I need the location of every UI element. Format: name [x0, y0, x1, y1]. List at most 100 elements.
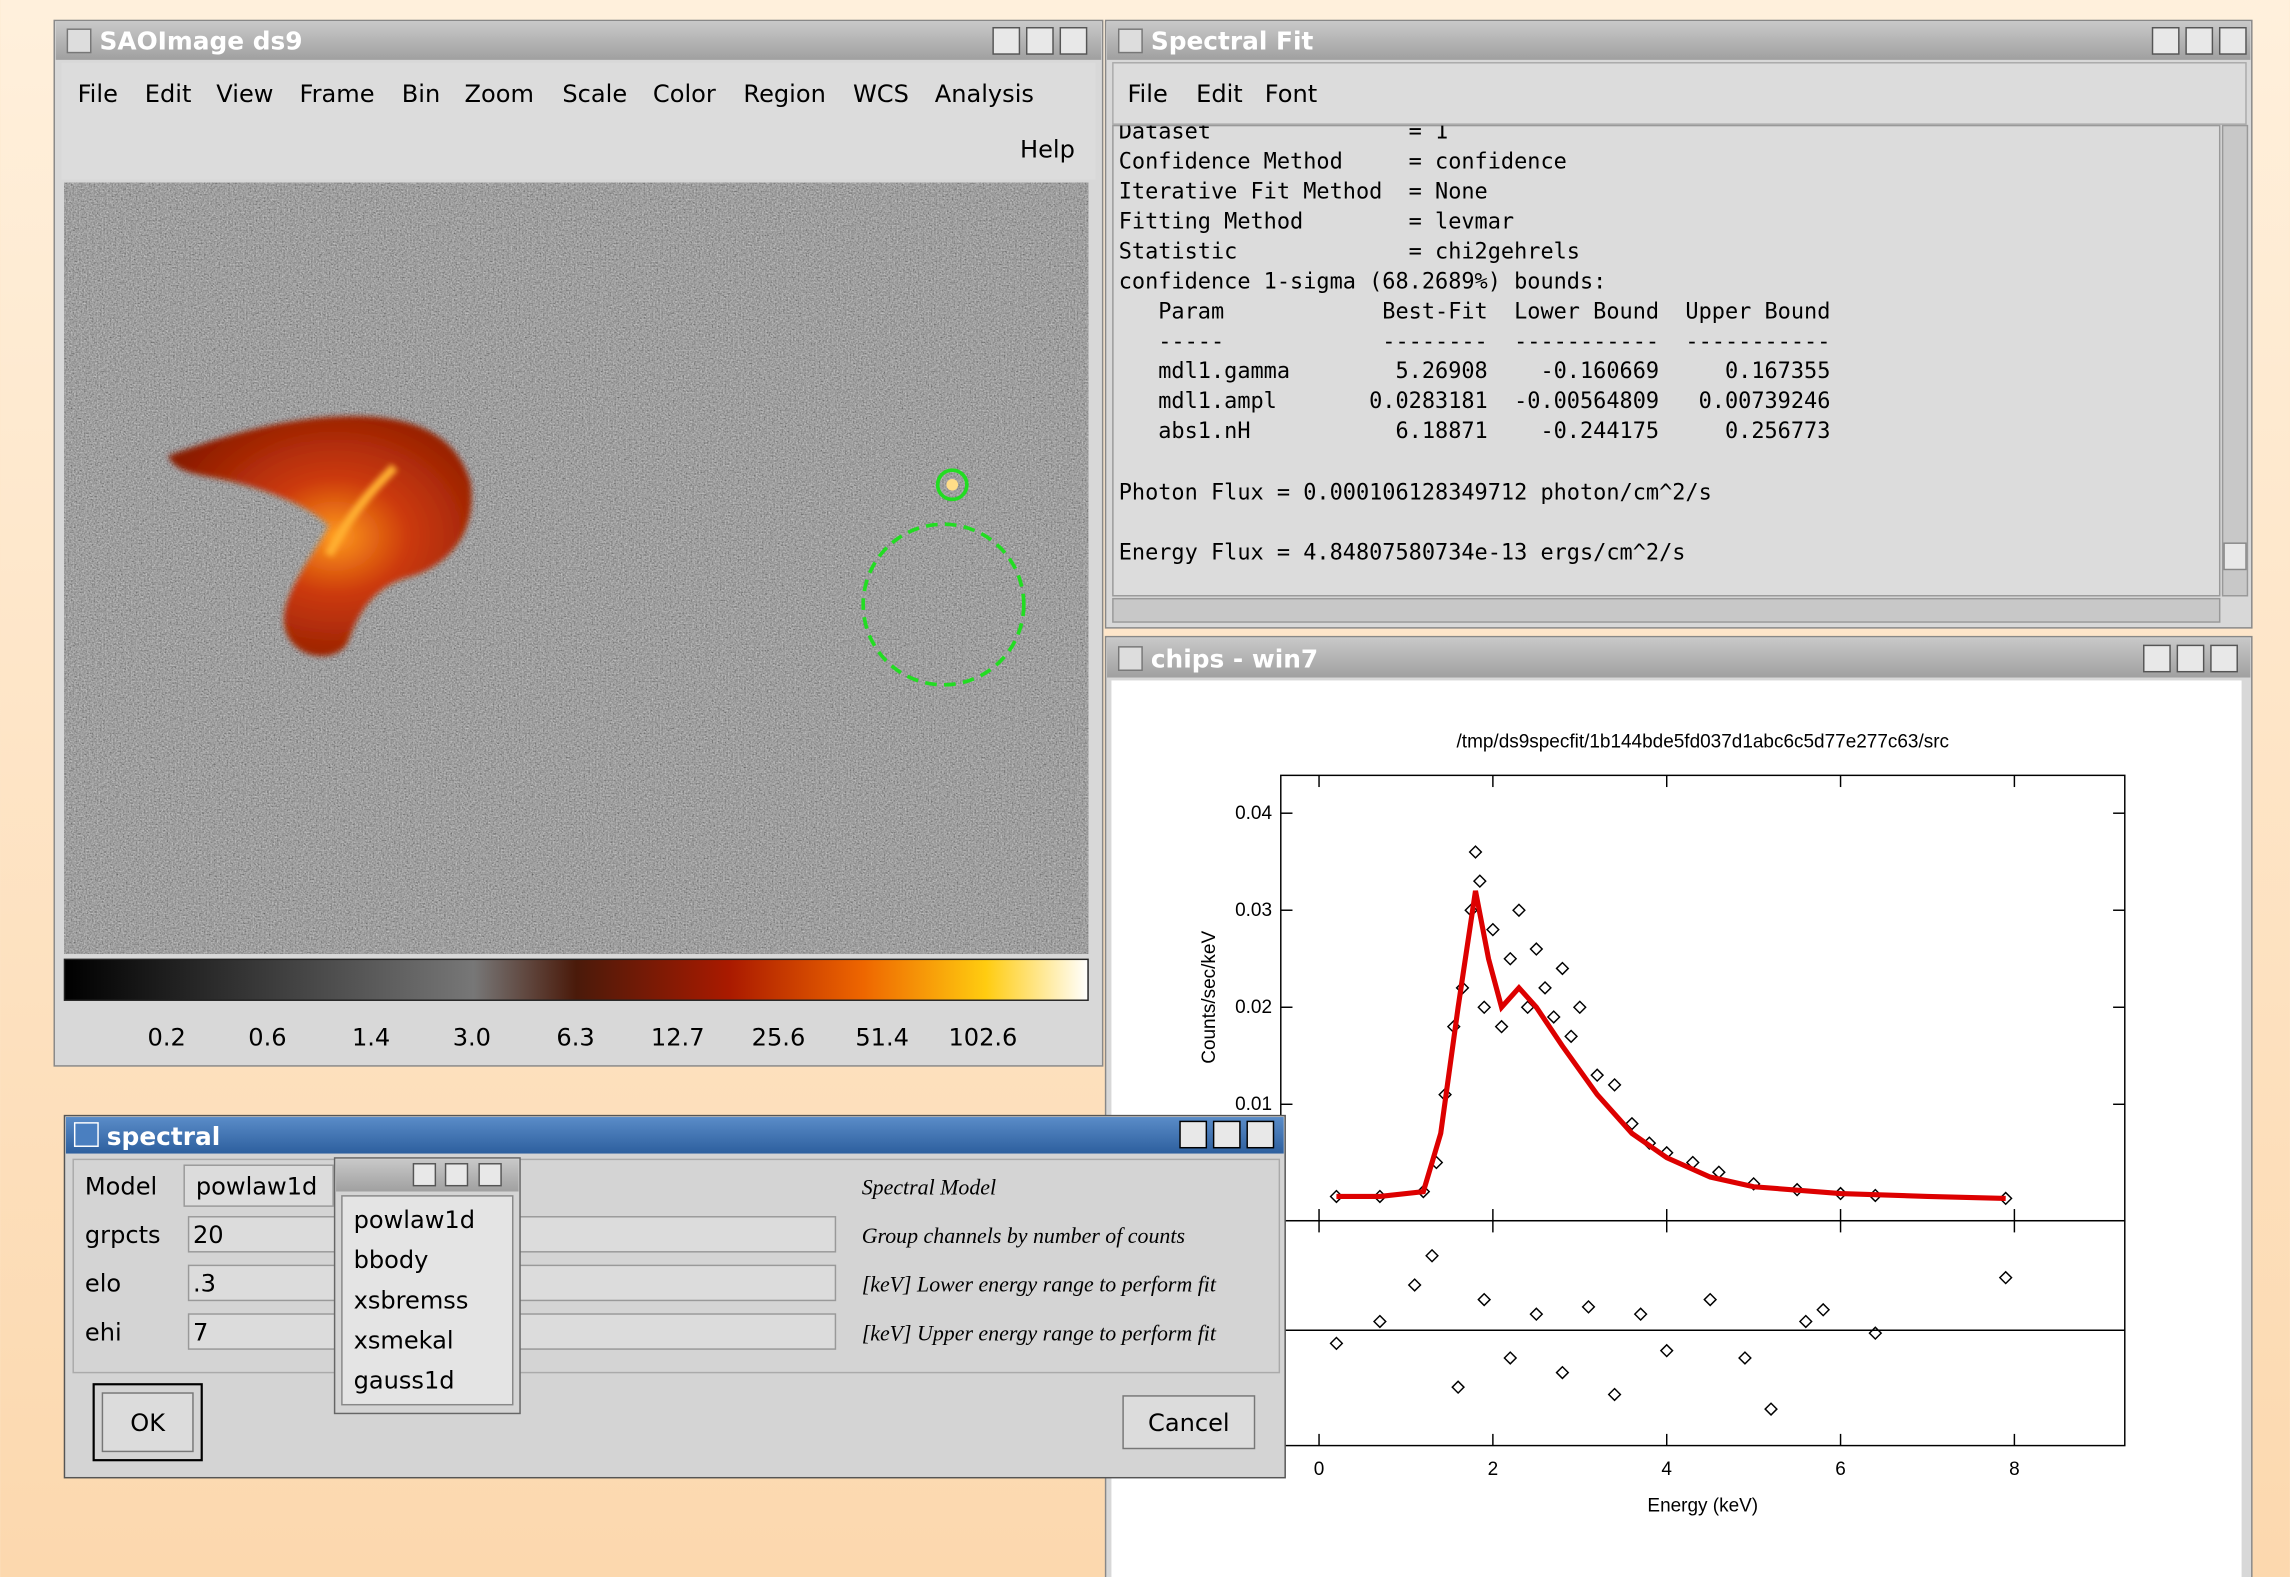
field-value: 7 [193, 1318, 208, 1346]
dropdown-option[interactable]: gauss1d [354, 1367, 455, 1395]
maximize-button[interactable] [2186, 28, 2212, 54]
page: html,body{margin:0;padding:0;width:2290p… [0, 0, 2290, 1577]
minimize-button[interactable] [2144, 645, 2170, 671]
window-title: chips - win7 [1151, 644, 1318, 673]
maximize-button[interactable] [446, 1164, 468, 1186]
menu-item[interactable]: Region [743, 80, 825, 108]
menu-item[interactable]: Zoom [465, 80, 534, 108]
close-button[interactable] [1247, 1121, 1273, 1147]
output-line: mdl1.ampl 0.0283181 -0.00564809 0.007392… [1119, 389, 1831, 414]
colorbar-label: 12.7 [651, 1023, 705, 1051]
output-line: Iterative Fit Method = None [1119, 180, 1488, 205]
scroll-thumb[interactable] [2224, 543, 2246, 569]
window-icon[interactable] [67, 29, 90, 52]
model-dropdown: powlaw1d bbody xsbremss xsmekal gauss1d [335, 1158, 520, 1414]
y-tick-label: 0.01 [1235, 1094, 1272, 1115]
menu-item[interactable]: Edit [1196, 80, 1243, 108]
minimize-button[interactable] [1180, 1121, 1206, 1147]
menu-item[interactable]: File [1127, 80, 1167, 108]
vertical-scrollbar[interactable] [2223, 126, 2248, 596]
menu-item[interactable]: Font [1265, 80, 1317, 108]
y-tick-label: 0.03 [1235, 900, 1272, 921]
minimize-button[interactable] [413, 1164, 435, 1186]
field-label: grpcts [85, 1221, 161, 1249]
window-icon[interactable] [75, 1123, 98, 1146]
dropdown-option[interactable]: bbody [354, 1246, 429, 1274]
field-description: Group channels by number of counts [862, 1223, 1185, 1248]
field-description: Spectral Model [862, 1174, 996, 1199]
dropdown-option[interactable]: powlaw1d [354, 1206, 475, 1234]
maximize-button[interactable] [1214, 1121, 1240, 1147]
close-button[interactable] [2220, 28, 2246, 54]
maximize-button[interactable] [1027, 28, 1053, 54]
field-label: Model [85, 1172, 157, 1200]
x-axis-label: Energy (keV) [1647, 1495, 1758, 1516]
horizontal-scrollbar[interactable] [1113, 599, 2220, 622]
colorbar-label: 1.4 [352, 1023, 390, 1051]
window-icon[interactable] [1119, 647, 1142, 670]
cancel-label: Cancel [1148, 1409, 1230, 1437]
ok-label: OK [130, 1409, 166, 1437]
menu-item[interactable]: File [78, 80, 118, 108]
window-title: spectral [107, 1122, 220, 1151]
close-button[interactable] [2211, 645, 2237, 671]
menu-item[interactable]: Bin [402, 80, 440, 108]
menu-item[interactable]: Help [1020, 136, 1075, 164]
menu-item[interactable]: Edit [145, 80, 192, 108]
body: { "ds9": { "title": "SAOImage ds9", "men… [0, 0, 2290, 1577]
output-line: confidence 1-sigma (68.2689%) bounds: [1119, 269, 1607, 294]
field-value: .3 [193, 1270, 216, 1298]
output-line: abs1.nH 6.18871 -0.244175 0.256773 [1119, 419, 1831, 444]
colorbar-label: 25.6 [752, 1023, 806, 1051]
x-tick-label: 0 [1314, 1459, 1325, 1480]
window-controls [993, 28, 1086, 54]
colorbar-label: 51.4 [855, 1023, 909, 1051]
output-line: mdl1.gamma 5.26908 -0.160669 0.167355 [1119, 359, 1831, 384]
window-icon[interactable] [1119, 29, 1142, 52]
close-button[interactable] [1060, 28, 1086, 54]
window-controls [2153, 28, 2246, 54]
output-line: Param Best-Fit Lower Bound Upper Bound [1119, 299, 1831, 324]
x-tick-label: 8 [2009, 1459, 2020, 1480]
colorbar-label: 0.2 [148, 1023, 186, 1051]
field-value: powlaw1d [196, 1172, 317, 1200]
colorbar-label: 102.6 [948, 1023, 1017, 1051]
field-description: [keV] Lower energy range to perform fit [862, 1272, 1217, 1297]
output-line: Energy Flux = 4.84807580734e-13 ergs/cm^… [1119, 540, 1686, 565]
point-source [946, 479, 958, 491]
y-tick-label: 0.02 [1235, 997, 1272, 1018]
colorbar-label: 3.0 [453, 1023, 491, 1051]
spectral-dialog: spectral OK Cancel Model powlaw1d Spectral… [64, 1116, 1285, 1478]
window-controls [2144, 645, 2237, 671]
menu-item[interactable]: View [216, 80, 273, 108]
output-line: Confidence Method = confidence [1119, 150, 1567, 175]
chart-title: /tmp/ds9specfit/1b144bde5fd037d1abc6c5d7… [1457, 732, 1950, 753]
menu-item[interactable]: Color [653, 80, 716, 108]
field-label: ehi [85, 1318, 122, 1346]
x-tick-label: 2 [1488, 1459, 1499, 1480]
ds9-window: SAOImage ds9 [54, 20, 1102, 1065]
output-line: Fitting Method = levmar [1119, 210, 1514, 235]
colorbar-label: 0.6 [248, 1023, 286, 1051]
minimize-button[interactable] [2153, 28, 2179, 54]
y-axis-label: Counts/sec/keV [1199, 931, 1220, 1064]
minimize-button[interactable] [993, 28, 1019, 54]
screen: SAOImage ds9 Spectral Fit Dataset = 1Con… [0, 0, 2290, 1577]
menu-item[interactable]: Frame [300, 80, 375, 108]
menu-item[interactable]: WCS [853, 80, 909, 108]
image-display[interactable] [64, 183, 1088, 954]
colorbar-label: 6.3 [556, 1023, 594, 1051]
output-line: Photon Flux = 0.000106128349712 photon/c… [1119, 480, 1712, 505]
output-line: Statistic = chi2gehrels [1119, 239, 1580, 264]
close-button[interactable] [479, 1164, 501, 1186]
dropdown-option[interactable]: xsmekal [354, 1326, 454, 1354]
menu-item[interactable]: Scale [562, 80, 627, 108]
field-value: 20 [193, 1221, 224, 1249]
title-bar[interactable] [66, 1117, 1284, 1154]
field-description: [keV] Upper energy range to perform fit [862, 1320, 1217, 1345]
y-tick-label: 0.04 [1235, 803, 1272, 824]
maximize-button[interactable] [2177, 645, 2203, 671]
dropdown-option[interactable]: xsbremss [354, 1286, 469, 1314]
menu-item[interactable]: Analysis [935, 80, 1034, 108]
